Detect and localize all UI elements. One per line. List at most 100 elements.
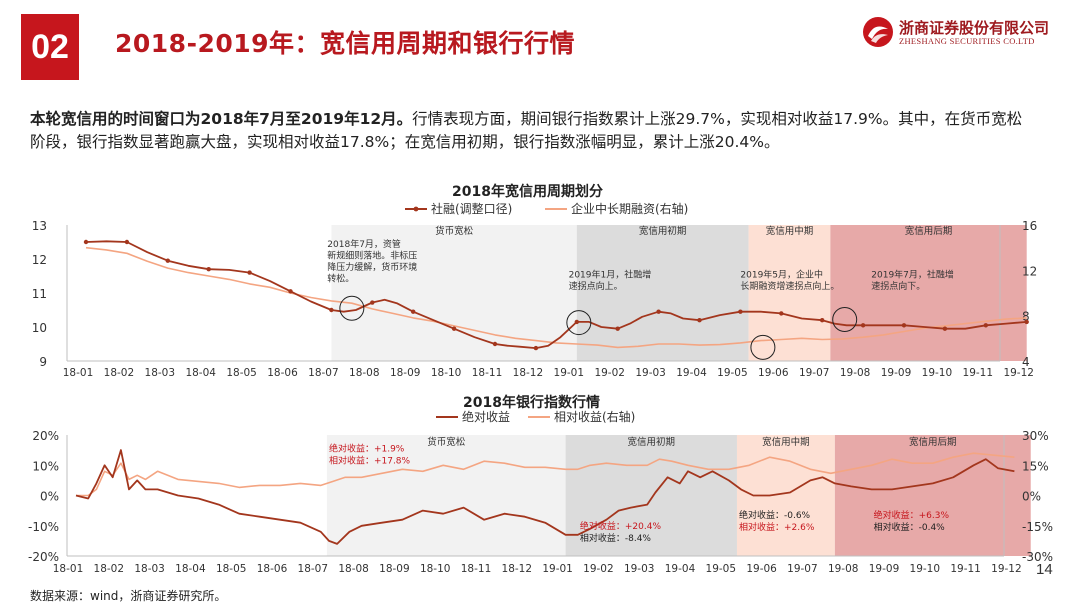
x-tick-label: 18-05 [226, 367, 257, 379]
event-annotation: 2019年7月，社融增 [871, 269, 954, 281]
return-annotation: 相对收益：+17.8% [329, 454, 411, 466]
x-tick-label: 19-07 [799, 367, 830, 379]
data-point [329, 307, 334, 313]
x-tick-label: 19-04 [665, 563, 696, 575]
legend-marker [413, 206, 419, 212]
x-tick-label: 19-05 [706, 563, 737, 575]
logo-english-name: ZHESHANG SECURITIES CO.LTD [899, 36, 1035, 46]
y-tick-label: 10 [32, 321, 47, 335]
y-tick-label: 0% [40, 490, 59, 504]
x-tick-label: 19-05 [717, 367, 748, 379]
x-tick-label: 19-02 [594, 367, 625, 379]
phase-band [565, 435, 737, 556]
series-line [76, 452, 1015, 497]
phase-band [326, 435, 566, 556]
data-point [697, 318, 702, 323]
data-point [492, 341, 498, 347]
phase-band [830, 225, 1027, 361]
x-tick-label: 19-12 [991, 563, 1022, 575]
chart-title-credit-cycle: 2018年宽信用周期划分 [452, 184, 603, 200]
data-point [83, 239, 89, 245]
legend-label: 社融(调整口径) [431, 201, 512, 216]
x-tick-label: 19-03 [624, 563, 655, 575]
y2-tick-label: 0% [1022, 490, 1041, 504]
y-tick-label: -20% [28, 550, 59, 564]
x-tick-label: 19-12 [1003, 367, 1034, 379]
event-annotation: 转松。 [327, 273, 354, 285]
event-annotation: 长期融资增速拐点向上。 [740, 280, 839, 292]
x-tick-label: 19-09 [881, 367, 912, 379]
x-tick-label: 19-10 [922, 367, 953, 379]
x-tick-label: 18-05 [216, 563, 247, 575]
credit-cycle-chart: 货币宽松 宽信用初期 宽信用中期 宽信用后期 18-01 18-02 18-03 18-04 1… [32, 201, 1038, 379]
data-point [1024, 319, 1029, 325]
data-point [983, 323, 988, 328]
y2-tick-label: 12 [1022, 264, 1037, 278]
highlight-circle [339, 295, 365, 321]
event-annotation: 2019年5月，企业中 [740, 269, 823, 281]
x-tick-label: 18-06 [267, 367, 298, 379]
phase-label: 宽信用中期 [766, 225, 814, 237]
legend-label: 相对收益(右轴) [554, 409, 635, 424]
phase-label: 宽信用初期 [628, 436, 676, 448]
legend-label: 企业中长期融资(右轴) [571, 201, 688, 216]
return-annotation: 绝对收益：+6.3% [874, 509, 950, 521]
x-tick-label: 19-06 [758, 367, 789, 379]
x-tick-label: 18-04 [175, 563, 206, 575]
return-annotation: 相对收益：-0.4% [874, 521, 946, 533]
bank-index-chart: 货币宽松 宽信用初期 宽信用中期 宽信用后期 18-01 18-02 18-03 18-04 1… [28, 409, 1053, 575]
phase-band [834, 435, 1031, 556]
x-tick-label: 18-12 [513, 367, 544, 379]
data-point [860, 323, 866, 328]
y2-tick-label: 4 [1022, 355, 1030, 369]
page-title: 2018-2019年：宽信用周期和银行行情 [115, 29, 576, 58]
series-line [85, 240, 1027, 350]
x-tick-label: 18-12 [502, 563, 533, 575]
data-point [288, 289, 293, 294]
phase-label: 宽信用后期 [905, 225, 953, 237]
company-logo: 浙商证券股份有限公司 ZHESHANG SECURITIES CO.LTD [862, 14, 1062, 54]
x-tick-label: 19-04 [676, 367, 707, 379]
x-tick-label: 18-08 [349, 367, 380, 379]
return-annotation: 绝对收益：+20.4% [580, 520, 662, 532]
phase-label: 宽信用中期 [762, 436, 810, 448]
y2-tick-label: -30% [1022, 550, 1053, 564]
data-point [901, 323, 907, 328]
x-tick-label: 19-08 [828, 563, 859, 575]
x-tick-label: 19-09 [869, 563, 900, 575]
event-annotation: 2018年7月，资管 [327, 238, 401, 250]
phase-label: 货币宽松 [435, 225, 474, 237]
return-annotation: 绝对收益：-0.6% [739, 509, 811, 521]
x-tick-label: 19-01 [554, 367, 585, 379]
data-point [533, 345, 539, 351]
x-tick-label: 18-07 [308, 367, 339, 379]
x-tick-label: 18-07 [298, 563, 329, 575]
data-point [779, 311, 784, 316]
phase-band [331, 225, 577, 361]
x-tick-label: 18-10 [431, 367, 462, 379]
data-point [738, 309, 743, 314]
x-tick-label: 19-01 [542, 563, 573, 575]
chart-title-bank-index: 2018年银行指数行情 [463, 395, 600, 411]
event-annotation: 速拐点向上。 [569, 280, 623, 292]
data-point [247, 270, 252, 275]
summary-lead: 本轮宽信用的时间窗口为2018年7月至2019年12月。 [30, 110, 413, 128]
x-tick-label: 18-01 [53, 563, 84, 575]
x-tick-label: 19-11 [963, 367, 994, 379]
logo-chinese-name: 浙商证券股份有限公司 [899, 19, 1050, 37]
x-tick-label: 18-11 [461, 563, 492, 575]
data-point [615, 326, 620, 331]
y2-tick-label: -15% [1022, 520, 1053, 534]
return-annotation: 绝对收益：+1.9% [329, 442, 405, 454]
x-tick-label: 19-03 [635, 367, 666, 379]
highlight-circle [566, 310, 592, 336]
highlight-circle [750, 334, 776, 360]
zheshang-logo-icon [863, 17, 893, 47]
return-annotation: 相对收益：-8.4% [580, 532, 652, 544]
y2-tick-label: 15% [1022, 459, 1049, 473]
data-point [451, 326, 457, 331]
series-line [85, 246, 1027, 349]
x-tick-label: 19-07 [787, 563, 818, 575]
data-point [574, 319, 579, 325]
data-point [370, 300, 375, 305]
